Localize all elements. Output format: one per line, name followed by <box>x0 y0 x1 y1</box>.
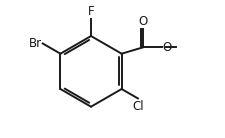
Text: F: F <box>87 5 94 18</box>
Text: O: O <box>162 41 171 54</box>
Text: Cl: Cl <box>132 100 143 113</box>
Text: O: O <box>137 15 147 28</box>
Text: Br: Br <box>29 37 42 50</box>
